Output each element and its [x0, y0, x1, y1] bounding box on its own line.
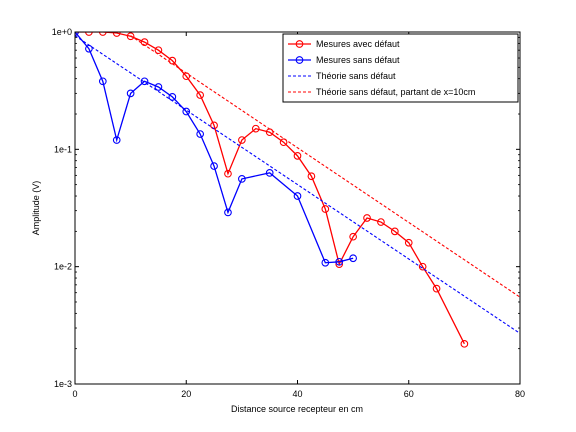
series-1-point — [321, 205, 330, 213]
legend: Mesures avec défaut Mesures sans défaut Th… — [282, 33, 519, 103]
series-1-point — [238, 136, 246, 144]
x-tick-label: 60 — [404, 389, 414, 399]
y-tick-label: 1e+0 — [52, 27, 72, 37]
series-1-point — [126, 32, 135, 41]
legend-entry: Théorie sans défaut, partant de x=10cm — [316, 87, 475, 97]
series-line-3 — [75, 35, 520, 334]
series-2-point — [98, 77, 107, 86]
series-2-point — [335, 257, 344, 266]
series-2-point — [293, 192, 302, 200]
series-1-point — [154, 46, 163, 55]
legend-marker — [295, 56, 304, 64]
series-2-point — [349, 254, 357, 263]
y-tick-label: 1e-2 — [54, 262, 72, 272]
series-2-point — [140, 77, 149, 86]
series-1-point — [432, 284, 441, 293]
series-1-point — [404, 238, 413, 247]
series-1-point — [349, 232, 357, 241]
series-1-point — [112, 32, 121, 37]
y-axis-label: Amplitude (V) — [31, 181, 41, 236]
legend-box — [282, 33, 519, 103]
series-1-point — [293, 152, 302, 160]
series-2-point — [238, 175, 246, 183]
series-2-point — [321, 258, 330, 267]
series-2-point — [265, 169, 274, 177]
series-1-point — [224, 169, 232, 178]
series-2-point — [182, 107, 191, 116]
series-1-point — [377, 218, 385, 226]
y-tick-label: 1e-1 — [54, 144, 72, 154]
series-1-point — [196, 91, 205, 99]
series-2-point — [210, 162, 218, 170]
series-2-point — [196, 130, 205, 138]
series-1-point — [335, 260, 344, 269]
legend-entry: Théorie sans défaut — [316, 71, 396, 81]
x-tick-label: 0 — [72, 389, 77, 399]
series-1-point — [363, 214, 371, 222]
series-line-2 — [75, 32, 354, 264]
x-tick-label: 20 — [181, 389, 191, 399]
series-1-point — [418, 262, 427, 271]
series-1-point — [460, 339, 469, 348]
series-line-1 — [75, 32, 465, 345]
legend-marker — [295, 40, 304, 48]
series-2-point — [154, 83, 163, 91]
x-axis-label: Distance source recepteur en cm — [231, 404, 363, 414]
y-tick-label: 1e-3 — [54, 379, 72, 389]
legend-entry: Mesures avec défaut — [316, 39, 400, 49]
x-tick-label: 40 — [292, 389, 302, 399]
series-1-point — [251, 124, 260, 133]
series-line-4 — [130, 35, 520, 298]
series-layer — [75, 32, 520, 348]
series-2-point — [112, 136, 121, 144]
series-1-point — [279, 138, 288, 147]
series-2-point — [126, 89, 135, 98]
series-1-point — [307, 172, 316, 181]
legend-entry: Mesures sans défaut — [316, 55, 400, 65]
series-2-point — [224, 208, 232, 217]
x-tick-label: 80 — [515, 389, 525, 399]
series-1-point — [390, 227, 399, 236]
